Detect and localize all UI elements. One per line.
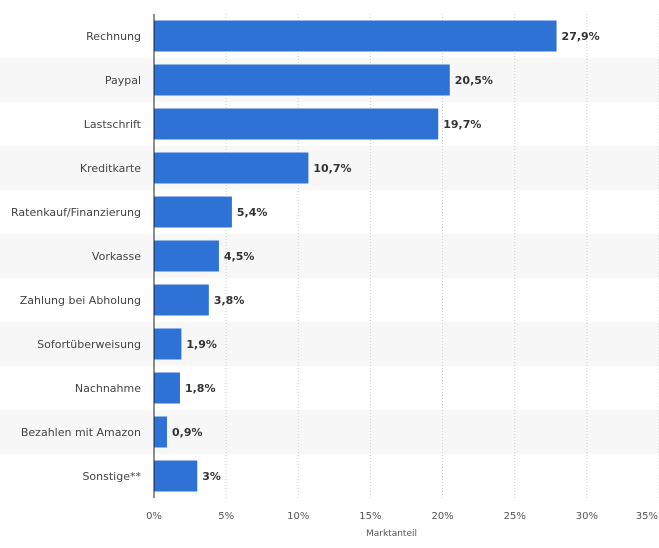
value-label: 27,9%	[562, 30, 600, 43]
value-label: 1,8%	[185, 382, 216, 395]
value-label: 10,7%	[313, 162, 351, 175]
value-label: 0,9%	[172, 426, 203, 439]
row-bands	[0, 58, 659, 454]
category-label: Kreditkarte	[80, 162, 141, 175]
category-label: Paypal	[105, 74, 141, 87]
x-tick-label: 30%	[576, 511, 598, 522]
category-label: Nachnahme	[75, 382, 141, 395]
bar	[154, 416, 167, 448]
bars	[154, 20, 557, 492]
category-label: Bezahlen mit Amazon	[21, 426, 141, 439]
bar	[154, 328, 182, 360]
value-label: 1,9%	[186, 338, 217, 351]
category-label: Sonstige**	[82, 470, 141, 483]
x-tick-label: 5%	[218, 511, 234, 522]
category-label: Vorkasse	[92, 250, 141, 263]
x-tick-label: 0%	[146, 511, 162, 522]
x-tick-label: 35%	[636, 511, 658, 522]
x-axis-ticks: 0% 5% 10% 15% 20% 25% 30% 35%	[146, 511, 658, 522]
bar	[154, 372, 180, 404]
bar	[154, 284, 209, 316]
bar	[154, 20, 557, 52]
value-label: 20,5%	[455, 74, 493, 87]
category-label: Lastschrift	[84, 118, 142, 131]
category-label: Sofortüberweisung	[37, 338, 141, 351]
x-tick-label: 10%	[287, 511, 309, 522]
x-tick-label: 20%	[431, 511, 453, 522]
value-labels: 27,9% 20,5% 19,7% 10,7% 5,4% 4,5% 3,8% 1,9% 1,8%…	[172, 30, 600, 483]
value-label: 19,7%	[443, 118, 481, 131]
value-label: 5,4%	[237, 206, 268, 219]
category-label: Ratenkauf/Finanzierung	[11, 206, 141, 219]
category-label: Rechnung	[86, 30, 141, 43]
bar	[154, 64, 450, 96]
bar	[154, 196, 232, 228]
x-axis-title: Marktanteil	[366, 529, 417, 539]
value-label: 4,5%	[224, 250, 255, 263]
row-band	[0, 410, 659, 454]
x-tick-label: 15%	[359, 511, 381, 522]
bar	[154, 460, 198, 492]
category-labels: Rechnung Paypal Lastschrift Kreditkarte Rate…	[11, 30, 142, 483]
category-label: Zahlung bei Abholung	[20, 294, 141, 307]
row-band	[0, 146, 659, 190]
bar	[154, 108, 439, 140]
value-label: 3%	[202, 470, 221, 483]
x-tick-label: 25%	[504, 511, 526, 522]
bar	[154, 240, 219, 272]
row-band	[0, 322, 659, 366]
row-band	[0, 234, 659, 278]
bar	[154, 152, 309, 184]
value-label: 3,8%	[214, 294, 245, 307]
